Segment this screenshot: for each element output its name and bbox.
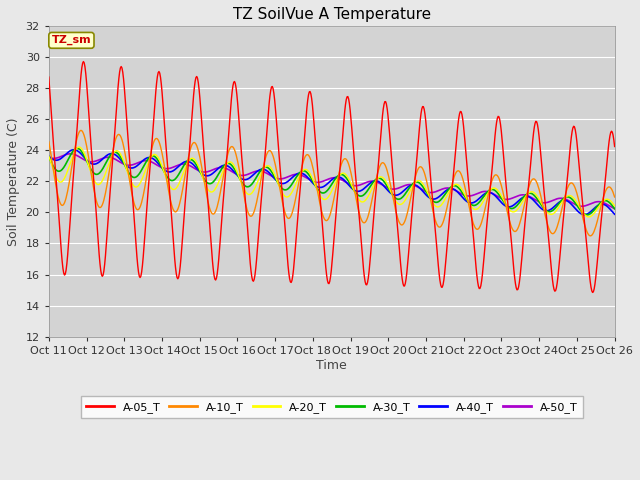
X-axis label: Time: Time	[316, 359, 347, 372]
Y-axis label: Soil Temperature (C): Soil Temperature (C)	[7, 117, 20, 246]
Text: TZ_sm: TZ_sm	[52, 35, 92, 46]
Title: TZ SoilVue A Temperature: TZ SoilVue A Temperature	[232, 7, 431, 22]
Legend: A-05_T, A-10_T, A-20_T, A-30_T, A-40_T, A-50_T: A-05_T, A-10_T, A-20_T, A-30_T, A-40_T, …	[81, 396, 583, 418]
